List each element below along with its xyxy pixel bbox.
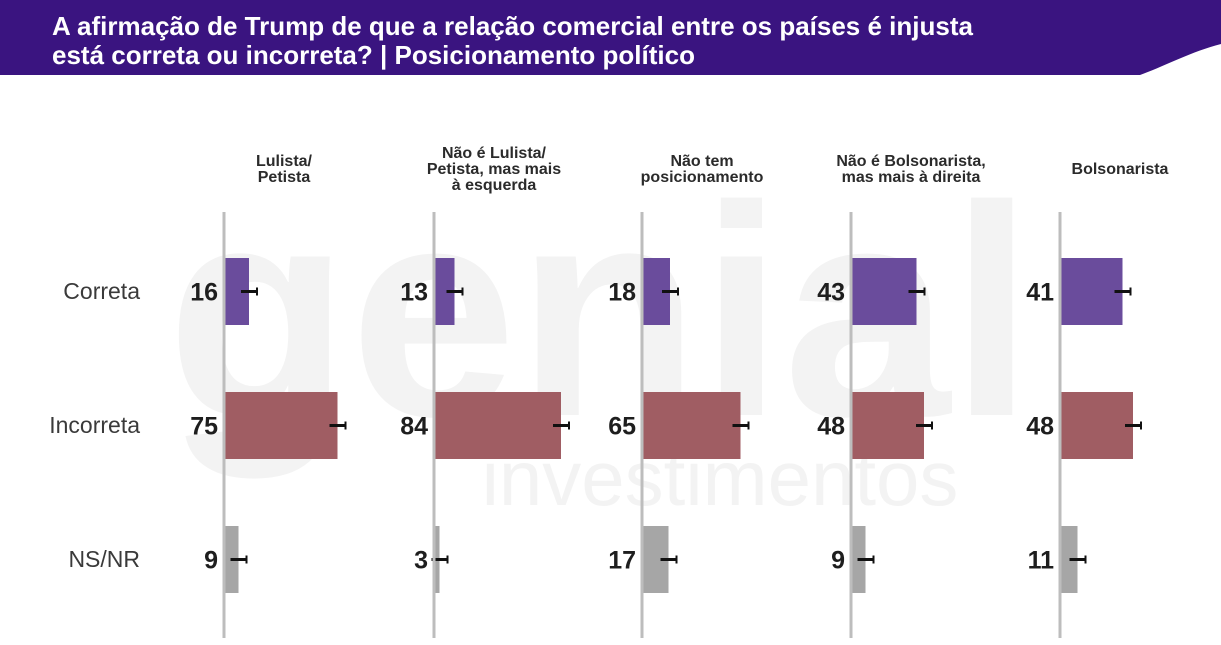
data-label: 41: [1026, 279, 1054, 307]
data-label: 84: [400, 413, 428, 441]
bar: [852, 258, 917, 325]
data-label: 43: [817, 279, 845, 307]
bar: [435, 392, 561, 459]
column-header: Lulista/ Petista: [255, 153, 312, 186]
header-banner: [0, 0, 1221, 75]
data-label: 11: [1028, 547, 1055, 575]
title-line-1: A afirmação de Trump de que a relação co…: [52, 11, 973, 41]
title-line-2: está correta ou incorreta? | Posicioname…: [52, 40, 695, 70]
column-header: Bolsonarista: [1071, 161, 1169, 178]
data-label: 48: [1026, 413, 1054, 441]
bar: [1061, 392, 1133, 459]
data-label: 48: [817, 413, 845, 441]
data-label: 13: [400, 279, 428, 307]
data-label: 16: [190, 279, 218, 307]
chart-title: A afirmação de Trump de que a relação co…: [52, 12, 1152, 70]
bar: [435, 258, 455, 325]
data-label: 17: [608, 547, 636, 575]
data-label: 75: [190, 413, 218, 441]
bar: [852, 392, 924, 459]
row-label: Correta: [63, 277, 140, 304]
data-label: 9: [204, 547, 218, 575]
row-label: NS/NR: [68, 545, 140, 572]
column-header: Não tem posicionamento: [640, 153, 764, 186]
data-label: 65: [608, 413, 636, 441]
chart-marks: 16 75 9 13 84 3 18 65 17 43 48 9 41 48 11: [190, 212, 1142, 638]
data-label: 3: [414, 547, 428, 575]
data-label: 9: [831, 547, 845, 575]
bar: [1061, 258, 1123, 325]
data-label: 18: [608, 279, 636, 307]
column-header: Não é Bolsonarista, mas mais à direita: [836, 153, 986, 186]
bar: [643, 392, 741, 459]
bar: [1061, 526, 1078, 593]
bar: [225, 392, 338, 459]
column-header: Não é Lulista/ Petista, mas mais à esque…: [426, 145, 562, 194]
row-label: Incorreta: [49, 411, 140, 438]
